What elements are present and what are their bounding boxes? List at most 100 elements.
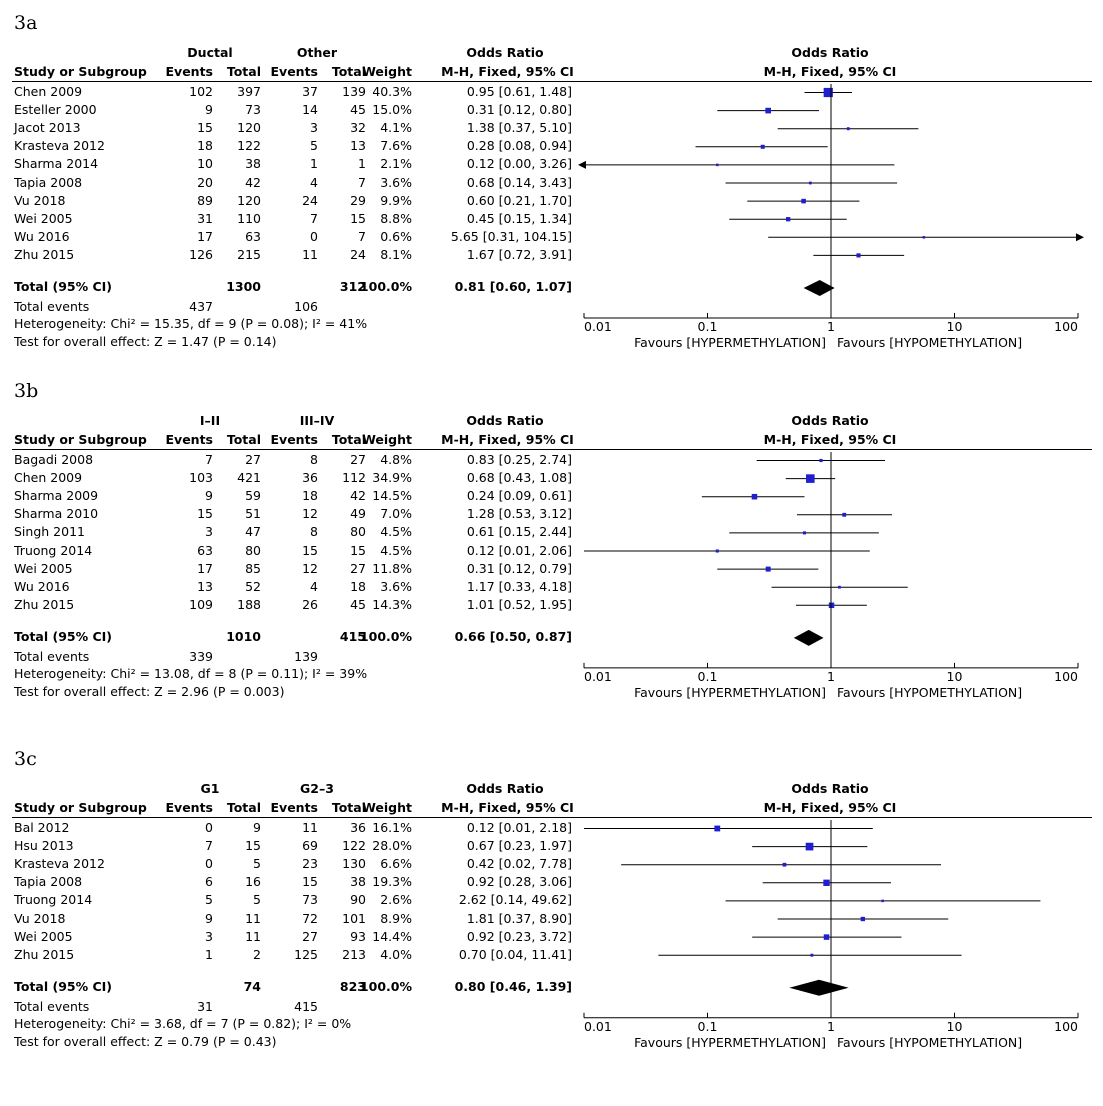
- total-group1-sum: 1010: [226, 628, 261, 644]
- odds-ratio-ci: 0.60 [0.21, 1.70]: [466, 192, 572, 208]
- heterogeneity-stat: Heterogeneity: Chi² = 13.08, df = 8 (P =…: [14, 665, 368, 681]
- study-column-header: Study or Subgroup: [14, 800, 147, 815]
- study-name: Wu 2016: [14, 578, 70, 594]
- total2-header: Total: [331, 64, 366, 79]
- events-group1: 15: [197, 506, 213, 522]
- overall-effect-test: Test for overall effect: Z = 1.47 (P = 0…: [14, 334, 277, 349]
- total1-header: Total: [226, 64, 261, 79]
- x-tick-label: 10: [946, 319, 963, 334]
- events-group2: 4: [310, 578, 318, 594]
- weight-header: Weight: [362, 64, 412, 79]
- weight-value: 15.0%: [372, 102, 412, 118]
- total-group1: 16: [245, 874, 261, 890]
- events2-header: Events: [270, 432, 318, 447]
- pooled-diamond: [793, 629, 824, 646]
- events-group1: 15: [197, 120, 213, 136]
- study-name: Zhu 2015: [14, 596, 75, 612]
- odds-ratio-ci: 2.62 [0.14, 49.62]: [458, 892, 572, 908]
- study-name: Vu 2018: [14, 192, 66, 208]
- pooled-odds-ratio: 0.81 [0.60, 1.07]: [454, 279, 572, 294]
- study-square-0: [714, 825, 721, 832]
- total-group2: 42: [350, 488, 366, 504]
- events1-header: Events: [165, 432, 213, 447]
- total1-header: Total: [226, 432, 261, 447]
- study-square-1: [806, 474, 815, 483]
- x-tick-label: 0.01: [584, 319, 612, 334]
- study-name: Bagadi 2008: [14, 452, 94, 467]
- total-group2-sum: 312: [339, 279, 366, 294]
- events1-header: Events: [165, 64, 213, 79]
- favours-left-label: Favours [HYPERMETHYLATION]: [634, 1034, 826, 1050]
- total-group2: 45: [350, 102, 366, 118]
- study-name: Truong 2014: [14, 892, 93, 908]
- events-group1: 31: [197, 210, 213, 226]
- total-group2: 27: [350, 452, 366, 467]
- total-group1: 9: [253, 820, 261, 835]
- or-method-header: M-H, Fixed, 95% CI: [441, 64, 574, 79]
- weight-value: 4.8%: [380, 452, 412, 467]
- events-group2: 14: [302, 102, 318, 118]
- study-square-6: [823, 934, 830, 940]
- events-group2: 18: [302, 488, 318, 504]
- events-group1: 7: [205, 452, 213, 467]
- total-group1: 11: [245, 928, 261, 944]
- study-name: Jacot 2013: [14, 120, 81, 136]
- total-group2: 27: [350, 560, 366, 576]
- events-group1: 63: [197, 542, 213, 558]
- total-group2: 7: [358, 174, 366, 190]
- weight-value: 4.0%: [380, 946, 412, 962]
- x-tick-label: 100: [1054, 1018, 1078, 1034]
- study-name: Bal 2012: [14, 820, 70, 835]
- events-group1: 102: [189, 84, 213, 99]
- events-group1: 0: [205, 820, 213, 835]
- total-group2-sum: 415: [339, 628, 366, 644]
- header-divider: [12, 449, 1092, 450]
- study-name: Wu 2016: [14, 228, 70, 244]
- x-tick-label: 100: [1054, 668, 1078, 684]
- total-weight: 100.0%: [359, 978, 412, 994]
- group1-header: G1: [200, 781, 220, 796]
- x-tick-label: 10: [946, 668, 963, 684]
- study-name: Sharma 2010: [14, 506, 99, 522]
- events-group2: 73: [302, 892, 318, 908]
- events-group1: 18: [197, 138, 213, 154]
- total-row-label: Total (95% CI): [14, 978, 113, 994]
- events-group2: 12: [302, 560, 318, 576]
- x-tick-label: 0.1: [697, 319, 718, 334]
- events-group2: 11: [302, 820, 318, 835]
- x-tick-label: 100: [1054, 319, 1078, 334]
- total-group1: 80: [245, 542, 261, 558]
- events-group2: 36: [302, 470, 318, 486]
- panel-label: 3b: [14, 380, 39, 402]
- favours-right-label: Favours [HYPOMETHYLATION]: [837, 1034, 1023, 1050]
- weight-value: 7.6%: [380, 138, 412, 154]
- total-group1: 120: [237, 120, 261, 136]
- weight-value: 2.6%: [380, 892, 412, 908]
- study-square-5: [860, 916, 865, 922]
- study-square-4: [716, 163, 719, 167]
- events-group1: 6: [205, 874, 213, 890]
- study-square-7: [810, 953, 814, 957]
- events-group1: 20: [197, 174, 213, 190]
- panel-label: 3c: [14, 748, 37, 770]
- weight-value: 14.5%: [372, 488, 412, 504]
- total-events-label: Total events: [14, 998, 90, 1014]
- plot-method-header: M-H, Fixed, 95% CI: [763, 64, 897, 79]
- weight-value: 3.6%: [380, 174, 412, 190]
- x-tick-label: 0.01: [584, 1018, 612, 1034]
- group1-header: I–II: [199, 413, 221, 428]
- events2-header: Events: [270, 800, 318, 815]
- events-group2: 8: [310, 452, 318, 467]
- forest-plot-svg: [583, 452, 1079, 669]
- favours-right-label: Favours [HYPOMETHYLATION]: [837, 684, 1023, 700]
- total-group2: 36: [350, 820, 366, 835]
- odds-ratio-ci: 0.92 [0.28, 3.06]: [466, 874, 572, 890]
- odds-ratio-ci: 0.68 [0.14, 3.43]: [466, 174, 572, 190]
- odds-ratio-ci: 1.38 [0.37, 5.10]: [466, 120, 572, 136]
- weight-value: 8.9%: [380, 910, 412, 926]
- study-square-6: [801, 198, 806, 204]
- odds-ratio-ci: 0.83 [0.25, 2.74]: [466, 452, 572, 467]
- events-group1: 1: [205, 946, 213, 962]
- weight-value: 16.1%: [372, 820, 412, 835]
- total-group1: 59: [245, 488, 261, 504]
